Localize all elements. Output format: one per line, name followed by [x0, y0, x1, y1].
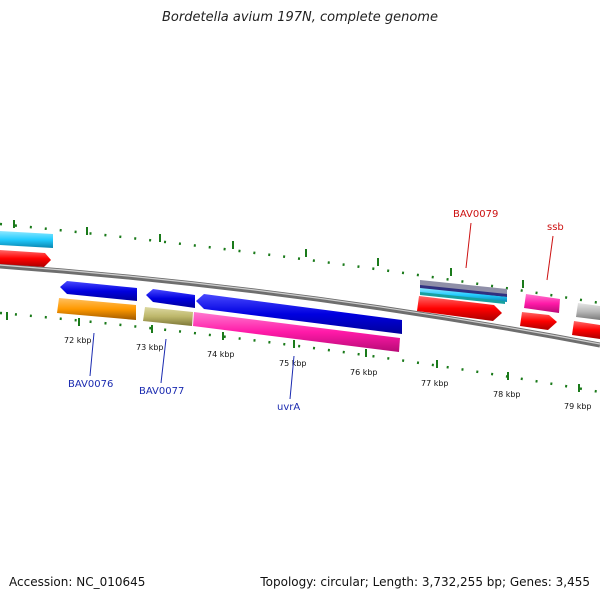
gene-gray-right[interactable] — [576, 303, 600, 320]
gene-olive[interactable] — [143, 307, 193, 326]
gene-orange[interactable] — [57, 298, 136, 320]
gene-red-right[interactable] — [572, 321, 600, 339]
gene-uvra-blue[interactable] — [196, 294, 402, 334]
gene-magenta-long[interactable] — [193, 312, 400, 352]
gene-bav0079-stack[interactable] — [420, 280, 507, 304]
genome-summary-text: Topology: circular; Length: 3,732,255 bp… — [260, 575, 590, 589]
gene-bav0079-red[interactable] — [417, 296, 502, 321]
outer-major-ticks — [13, 220, 524, 288]
tick-label-77kbp: 77 kbp — [421, 379, 449, 388]
gene-label-bav0077[interactable]: BAV0077 — [139, 386, 184, 397]
gene-label-ssb[interactable]: ssb — [547, 222, 564, 233]
gene-label-uvra[interactable]: uvrA — [277, 402, 300, 413]
tick-label-78kbp: 78 kbp — [493, 390, 521, 399]
gene-cyan-left[interactable] — [0, 231, 53, 248]
leader-ssb — [546, 235, 554, 281]
genome-backbone — [0, 263, 600, 348]
tick-label-72kbp: 72 kbp — [64, 336, 92, 345]
inner-tick-ring — [0, 311, 600, 394]
tick-label-76kbp: 76 kbp — [350, 368, 378, 377]
gene-ssb-magenta[interactable] — [524, 294, 560, 313]
accession-text: Accession: NC_010645 — [9, 575, 146, 589]
gene-bav0076-blue[interactable] — [60, 281, 137, 301]
leader-bav0076 — [89, 332, 95, 377]
tick-label-79kbp: 79 kbp — [564, 402, 592, 411]
tick-label-74kbp: 74 kbp — [207, 350, 235, 359]
gene-ssb-red[interactable] — [520, 312, 557, 330]
gene-bav0077-blue[interactable] — [146, 289, 195, 308]
leader-uvra — [289, 355, 295, 400]
inner-major-ticks — [6, 312, 580, 392]
leader-bav0079 — [465, 222, 472, 269]
tick-label-73kbp: 73 kbp — [136, 343, 164, 352]
gene-red-left[interactable] — [0, 250, 51, 267]
gene-label-bav0076[interactable]: BAV0076 — [68, 379, 113, 390]
page-title: Bordetella avium 197N, complete genome — [162, 10, 438, 25]
leader-bav0077 — [160, 338, 167, 384]
tick-label-75kbp: 75 kbp — [279, 359, 307, 368]
gene-label-bav0079[interactable]: BAV0079 — [453, 209, 498, 220]
